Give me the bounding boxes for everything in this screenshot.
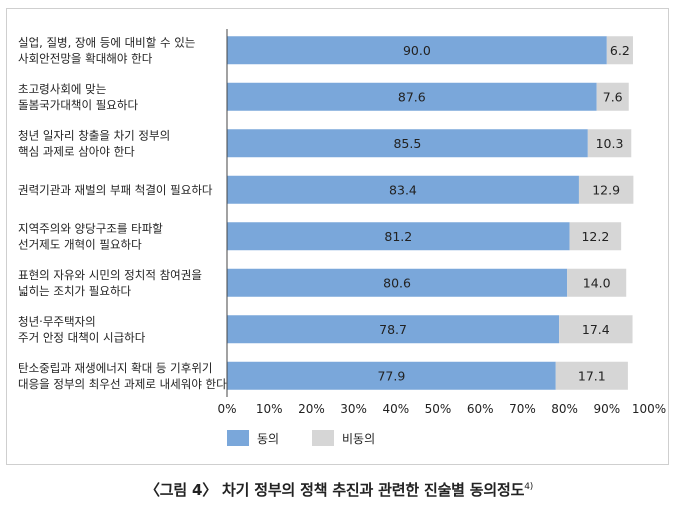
value-label-disagree: 17.4 [582,322,610,337]
figure-caption: 〈그림 4〉 차기 정부의 정책 추진과 관련한 진술별 동의정도4) [0,479,678,500]
x-tick-label: 0% [217,402,236,416]
x-tick-label: 100% [632,402,666,416]
x-tick-label: 40% [382,402,409,416]
category-label: 권력기관과 재벌의 부패 척결이 필요하다 [18,183,213,197]
x-tick-label: 90% [593,402,620,416]
caption-footnote: 4) [524,482,533,492]
value-label-agree: 81.2 [384,229,412,244]
category-label: 청년 일자리 창출을 차기 정부의 핵심 과제로 삼아야 한다 [18,128,170,158]
value-label-disagree: 6.2 [610,43,630,58]
legend-label: 동의 [257,432,279,446]
value-label-agree: 77.9 [377,368,405,383]
category-label: 지역주의와 양당구조를 타파할 선거제도 개혁이 필요하다 [18,221,163,251]
value-label-disagree: 10.3 [596,136,624,151]
x-tick-label: 80% [551,402,578,416]
category-label: 초고령사회에 맞는 돌봄국가대책이 필요하다 [18,82,138,112]
category-label: 청년·무주택자의 주거 안정 대책이 시급하다 [18,314,146,344]
value-label-disagree: 12.9 [592,182,620,197]
legend-swatch [227,430,249,446]
value-label-disagree: 12.2 [581,229,609,244]
value-label-agree: 90.0 [403,43,431,58]
x-tick-label: 20% [298,402,325,416]
legend-swatch [312,430,334,446]
category-label: 탄소중립과 재생에너지 확대 등 기후위기 대응을 정부의 최우선 과제로 내세워… [18,361,227,391]
caption-text: 〈그림 4〉 차기 정부의 정책 추진과 관련한 진술별 동의정도 [145,481,524,499]
x-tick-label: 60% [467,402,494,416]
value-label-agree: 80.6 [383,275,411,290]
category-label: 표현의 자유와 시민의 정치적 참여권을 넓히는 조치가 필요하다 [18,268,202,298]
value-label-disagree: 17.1 [578,368,606,383]
value-label-disagree: 14.0 [583,275,611,290]
x-tick-label: 30% [340,402,367,416]
value-label-agree: 85.5 [393,136,421,151]
legend-label: 비동의 [342,432,375,446]
value-label-agree: 87.6 [398,89,426,104]
stacked-bar-chart: 실업, 질병, 장애 등에 대비할 수 있는 사회안전망을 확대해야 한다 90.0… [0,0,678,508]
x-tick-label: 10% [256,402,283,416]
value-label-agree: 83.4 [389,182,417,197]
category-label: 실업, 질병, 장애 등에 대비할 수 있는 사회안전망을 확대해야 한다 [18,35,195,65]
x-tick-label: 50% [425,402,452,416]
value-label-agree: 78.7 [379,322,407,337]
value-label-disagree: 7.6 [603,89,623,104]
x-tick-label: 70% [509,402,536,416]
